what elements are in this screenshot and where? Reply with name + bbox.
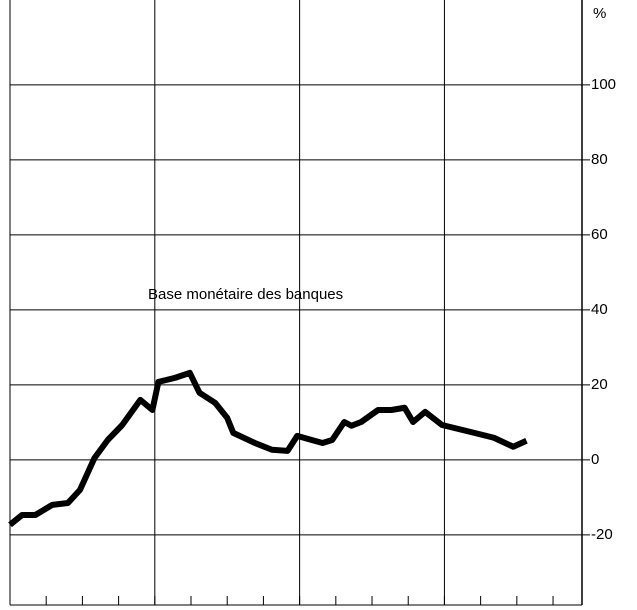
y-tick-label: 60: [591, 226, 608, 243]
y-tick-label: 100: [591, 76, 616, 93]
y-tick-label: 20: [591, 376, 608, 393]
y-tick-label: 80: [591, 151, 608, 168]
data-line: [8, 369, 528, 528]
annotation: Base monétaire des banques: [148, 286, 343, 303]
y-unit: %: [593, 5, 606, 22]
y-tick-label: 40: [591, 301, 608, 318]
y-tick-label: 0: [591, 451, 599, 468]
y-tick-label: -20: [591, 526, 613, 543]
